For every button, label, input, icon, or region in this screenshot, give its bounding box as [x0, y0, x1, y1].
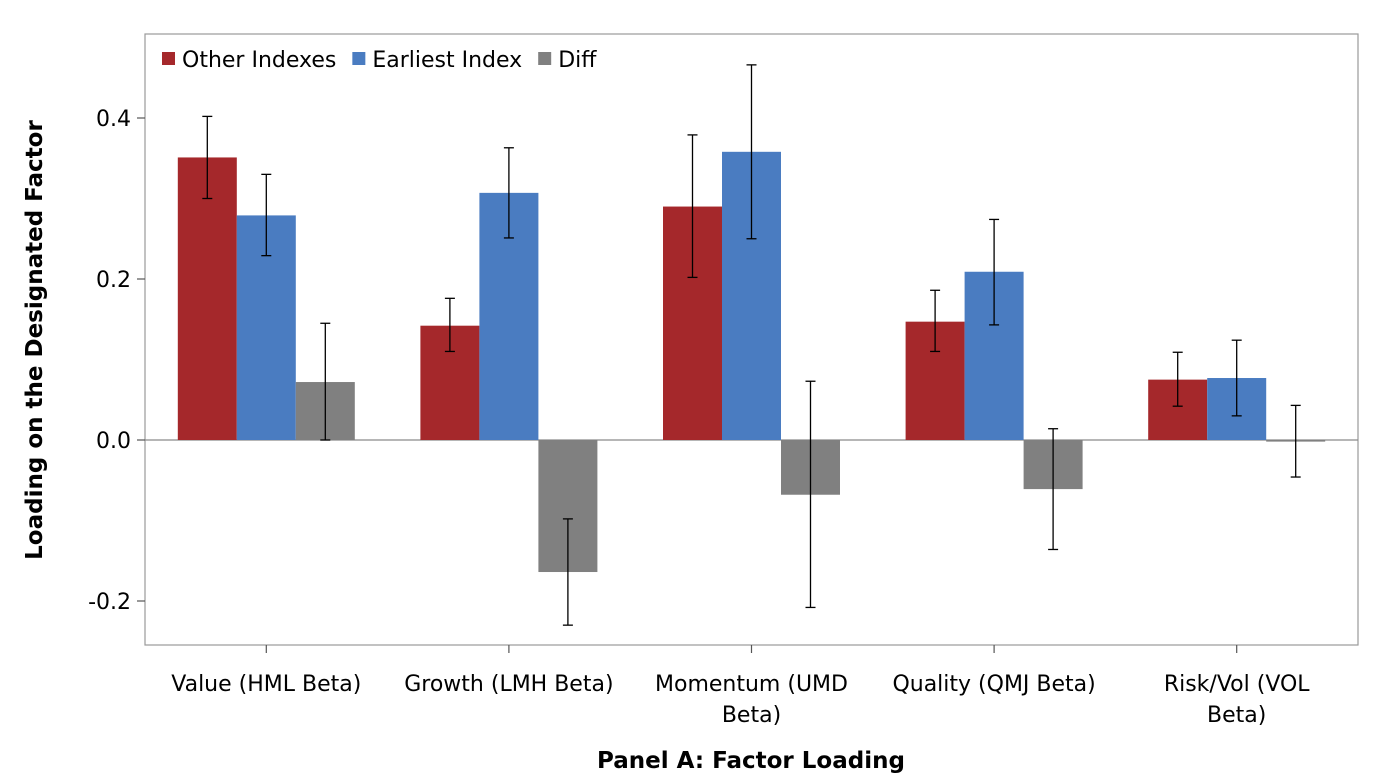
legend-swatch — [352, 52, 366, 65]
x-tick-label-line: Beta) — [1207, 703, 1266, 728]
y-tick-label: 0.4 — [96, 107, 131, 132]
x-tick-label: Momentum (UMD Beta) — [655, 672, 848, 728]
x-tick-label: Growth (LMH Beta) — [404, 672, 613, 697]
legend: Other Indexes Earliest Index Diff — [162, 48, 597, 73]
x-tick-label-line: Quality (QMJ Beta) — [892, 672, 1095, 697]
y-tick-label: 0.2 — [96, 268, 131, 293]
x-tick-label-line: Growth (LMH Beta) — [404, 672, 613, 697]
y-tick-label: 0.0 — [96, 429, 131, 454]
y-tick-label: -0.2 — [88, 590, 131, 615]
x-axis-title: Panel A: Factor Loading — [597, 748, 905, 774]
error-bars — [202, 64, 1301, 626]
y-axis-title: Loading on the Designated Factor — [22, 120, 48, 560]
x-axis: Value (HML Beta) Growth (LMH Beta) Momentu… — [171, 645, 1310, 728]
legend-swatch — [162, 52, 175, 65]
x-tick-label: Risk/Vol (VOL Beta) — [1164, 672, 1310, 728]
x-tick-label-line: Momentum (UMD — [655, 672, 848, 697]
legend-label: Earliest Index — [372, 48, 522, 73]
y-axis: -0.2 0.0 0.2 0.4 — [88, 107, 145, 615]
bar — [177, 157, 237, 440]
x-tick-label: Quality (QMJ Beta) — [892, 672, 1095, 697]
x-tick-label: Value (HML Beta) — [171, 672, 361, 697]
x-tick-label-line: Risk/Vol (VOL — [1164, 672, 1310, 697]
legend-label: Diff — [558, 48, 597, 73]
x-tick-label-line: Value (HML Beta) — [171, 672, 361, 697]
x-tick-label-line: Beta) — [722, 703, 781, 728]
legend-label: Other Indexes — [182, 48, 336, 73]
legend-swatch — [538, 52, 552, 65]
